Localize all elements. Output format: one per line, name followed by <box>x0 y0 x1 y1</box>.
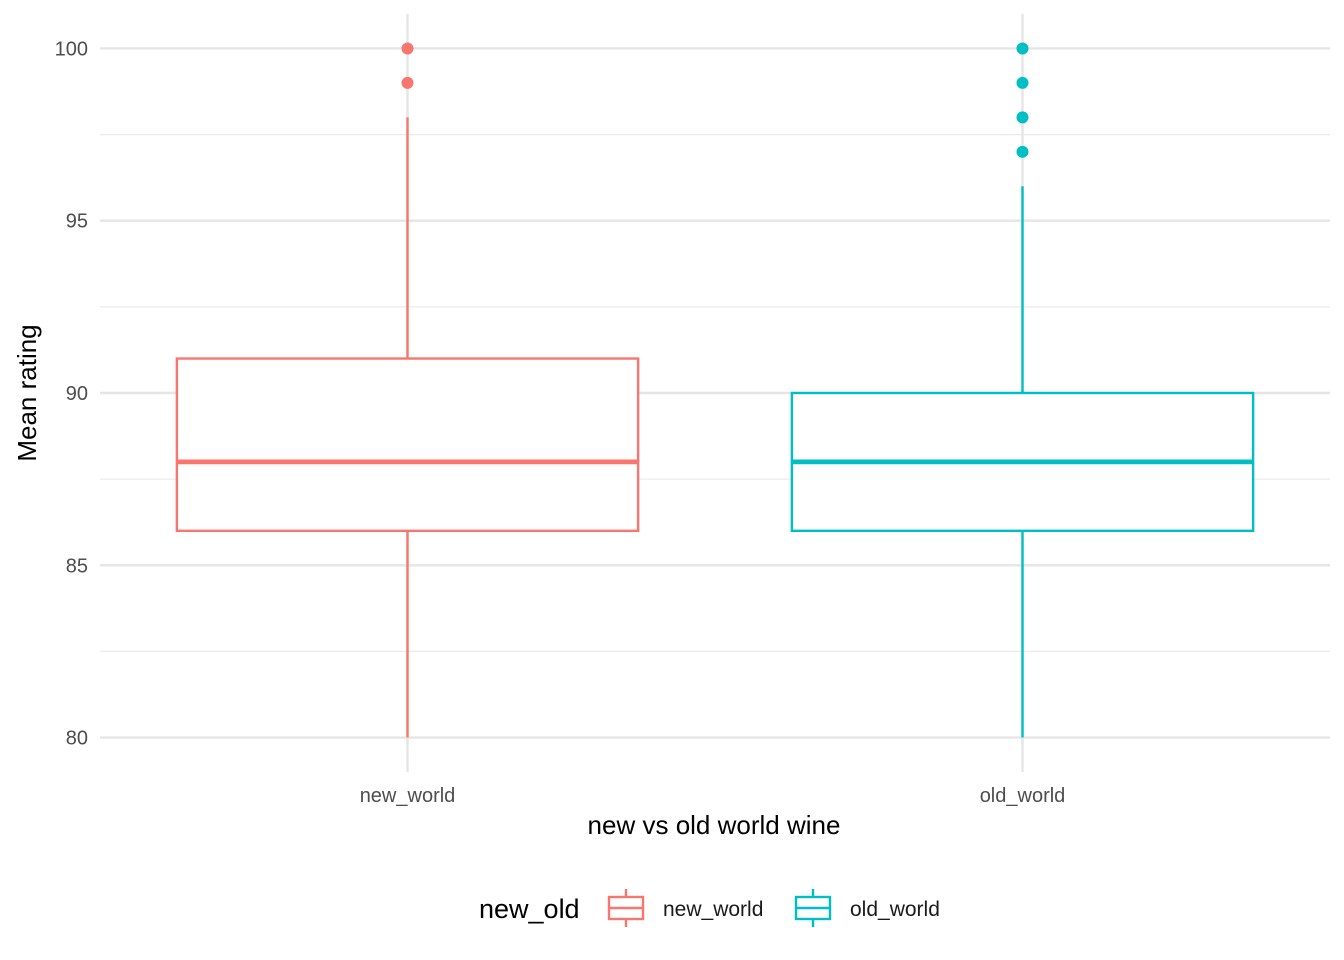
legend-title: new_old <box>479 894 580 924</box>
outlier-point <box>1016 42 1029 55</box>
x-tick-label: new_world <box>360 785 456 807</box>
y-tick-label: 80 <box>66 728 88 750</box>
outlier-point <box>1016 145 1029 158</box>
tick-labels: 80 85 90 95 100 new_world old_world <box>55 38 1066 807</box>
y-axis-title: Mean rating <box>12 324 42 461</box>
outlier-point <box>1016 111 1029 124</box>
legend-key-new_world: new_world <box>607 889 763 927</box>
legend-label: new_world <box>663 898 763 921</box>
box-old_world <box>790 42 1255 738</box>
y-tick-label: 85 <box>66 555 88 577</box>
legend: new_old new_world old_world <box>479 889 940 927</box>
y-tick-label: 100 <box>55 38 88 60</box>
outlier-point <box>1016 76 1029 89</box>
y-tick-label: 95 <box>66 211 88 233</box>
outlier-point <box>401 42 414 55</box>
x-axis-title: new vs old world wine <box>588 810 841 840</box>
x-tick-label: old_world <box>980 785 1066 807</box>
outlier-point <box>401 76 414 89</box>
y-tick-label: 90 <box>66 383 88 405</box>
legend-label: old_world <box>850 898 940 921</box>
box-new_world <box>175 42 640 738</box>
boxes <box>175 42 1255 738</box>
iqr-box <box>175 357 640 533</box>
legend-key-old_world: old_world <box>794 889 940 927</box>
